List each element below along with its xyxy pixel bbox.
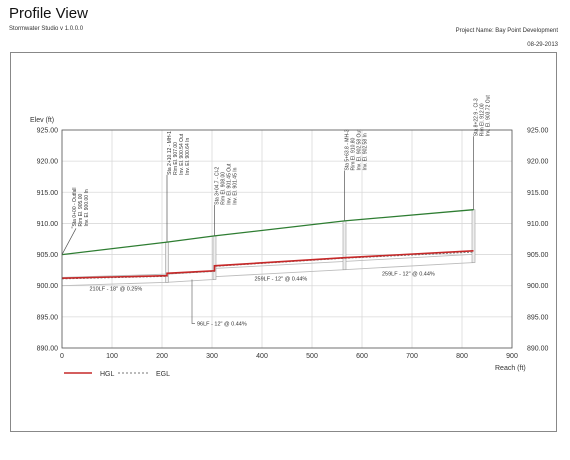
y-tick-label-left: 890.00: [37, 346, 59, 353]
y-tick-label-left: 915.00: [37, 190, 59, 197]
label-layer: Sta 0+00 - Outfall Rim El. 905.00 Inv. El.…: [72, 95, 492, 328]
structure-label: Inv. El. 901.45 Out: [227, 163, 233, 205]
legend-hgl-label: HGL: [100, 371, 115, 378]
structure-label: Sta 8+22.9 - Cl-3: [474, 98, 480, 136]
legend-egl-label: EGL: [156, 371, 170, 378]
structure-label: Inv. El. 902.58 Out: [357, 129, 363, 171]
x-tick-label: 100: [106, 353, 118, 360]
y-tick-label-right: 910.00: [527, 221, 549, 228]
pipe-layer: [61, 253, 474, 287]
x-tick-label: 900: [506, 353, 518, 360]
y-tick-label-left: 905.00: [37, 252, 59, 259]
pipe-crown-line: [61, 273, 168, 278]
hgl-line: [61, 250, 474, 279]
x-tick-label: 700: [406, 353, 418, 360]
pipe-annotation: 259LF - 12" @ 0.44%: [382, 272, 435, 278]
structure-label: Inv. El. 900.54 Out: [179, 133, 185, 175]
structure-label: Inv. El. 901.45 In: [233, 167, 239, 204]
y-tick-label-right: 900.00: [527, 283, 549, 290]
y-tick-label-right: 905.00: [527, 252, 549, 259]
y-tick-label-right: 890.00: [527, 346, 549, 353]
project-name: Project Name: Bay Point Development: [455, 28, 558, 34]
structure-label: Inv. El. 900.64 In: [185, 137, 191, 174]
y-tick-label-right: 915.00: [527, 190, 549, 197]
x-axis-title: Reach (ft): [495, 365, 526, 372]
x-tick-label: 200: [156, 353, 168, 360]
structure-shaft: [212, 235, 217, 280]
software-version: Stormwater Studio v 1.0.0.0: [9, 26, 84, 32]
structure-label: Rim El. 912.00: [480, 103, 486, 136]
y-tick-label-left: 910.00: [37, 221, 59, 228]
structure-label: Inv. El. 903.72 Out: [486, 95, 492, 137]
series-layer: [61, 209, 474, 280]
x-tick-label: 600: [356, 353, 368, 360]
x-tick-label: 800: [456, 353, 468, 360]
outfall-marker: [61, 228, 77, 255]
structure-label: Sta 2+10.12 - MH-1: [167, 131, 173, 175]
x-tick-label: 500: [306, 353, 318, 360]
structure-label: Sta 3+04.7 - Cl-2: [215, 167, 221, 205]
x-tick-label: 300: [206, 353, 218, 360]
pipe-crown-line: [214, 260, 345, 269]
pipe-invert-line: [61, 281, 168, 287]
page-title: Profile View: [9, 5, 88, 22]
structure-shaft: [471, 209, 476, 263]
grid-layer: [61, 129, 513, 349]
pipe-annotation: 210LF - 18" @ 0.25%: [90, 287, 143, 293]
structure-shaft: [342, 220, 347, 270]
y-tick-label-right: 895.00: [527, 314, 549, 321]
y-tick-label-right: 920.00: [527, 159, 549, 166]
chart-frame: [10, 52, 557, 432]
structure-label: Sta 5+63.8 - MH-3: [345, 129, 351, 170]
x-tick-label: 400: [256, 353, 268, 360]
y-tick-label-left: 900.00: [37, 283, 59, 290]
structure-label: Inv. El. 900.00 In: [84, 189, 90, 226]
y-tick-label-left: 895.00: [37, 314, 59, 321]
structure-layer: [61, 136, 476, 283]
structure-label: Rim El. 908.00: [221, 172, 227, 205]
pipe-annotation: 259LF - 12" @ 0.44%: [255, 277, 308, 283]
pipe-invert-line: [214, 269, 345, 278]
pipe-invert-line: [344, 262, 474, 271]
y-tick-label-left: 925.00: [37, 128, 59, 135]
annotation-leader: [191, 279, 195, 324]
ground-line: [61, 209, 474, 256]
report-date: 08-29-2013: [527, 42, 558, 48]
y-tick-label-left: 920.00: [37, 159, 59, 166]
axis-layer: 890.00 890.00 895.00 895.00 900.00 900.00 905.…: [37, 128, 549, 361]
plot-area-border: [61, 129, 513, 349]
structure-label: Inv. El. 902.58 In: [363, 133, 369, 170]
y-tick-label-right: 925.00: [527, 128, 549, 135]
x-tick-label: 0: [60, 353, 64, 360]
structure-label: Sta 0+00 - Outfall: [72, 187, 78, 226]
structure-label: Rim El. 905.00: [78, 194, 84, 227]
legend: HGL EGL: [64, 371, 170, 378]
structure-label: Rim El. 910.80: [351, 137, 357, 170]
pipe-invert-line: [166, 279, 215, 283]
y-axis-title: Elev (ft): [30, 117, 54, 124]
pipe-crown-line: [344, 253, 474, 262]
structure-label: Rim El. 907.00: [173, 142, 179, 175]
pipe-annotation: 96LF - 12" @ 0.44%: [197, 322, 247, 328]
